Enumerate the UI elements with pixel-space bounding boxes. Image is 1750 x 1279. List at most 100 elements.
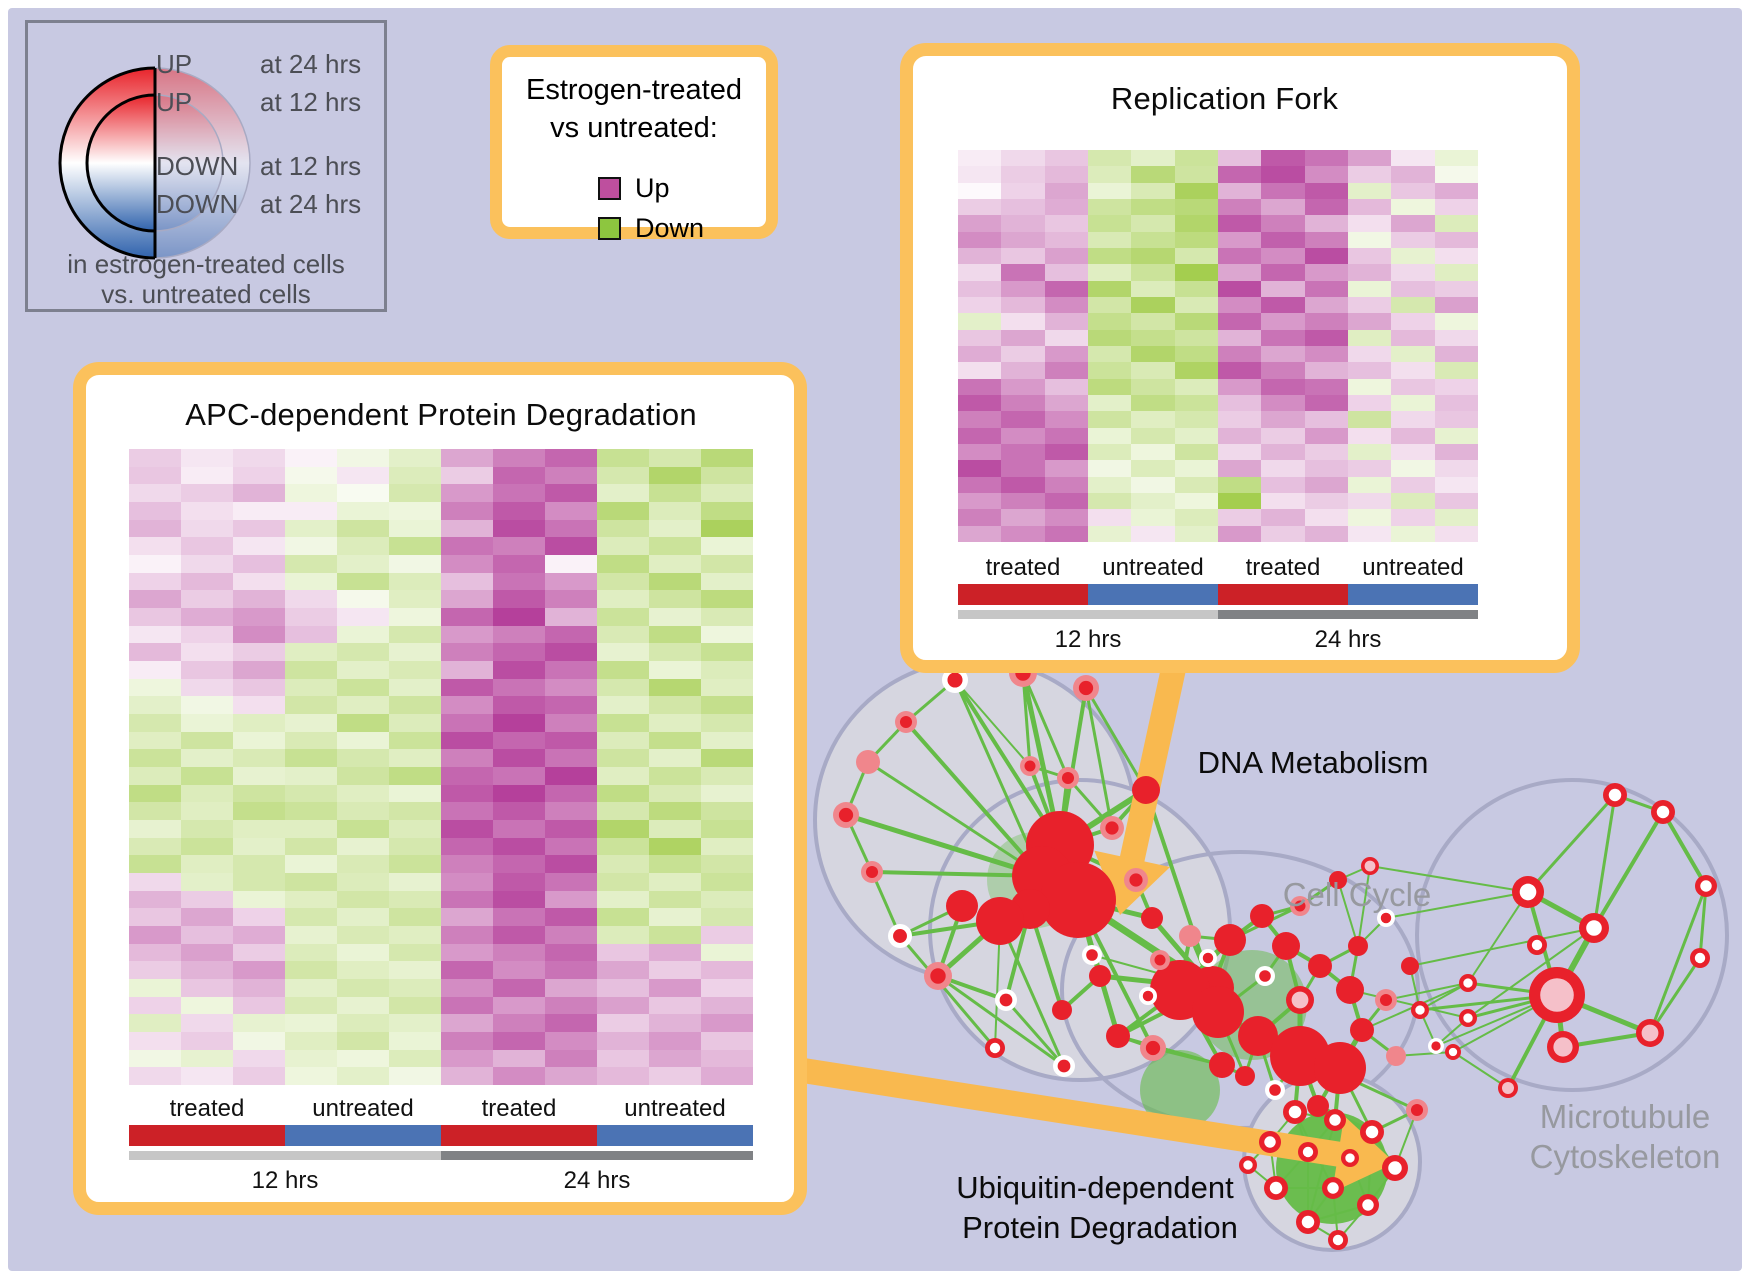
heatmap-cell: [1391, 493, 1435, 510]
heatmap-cell: [597, 943, 649, 962]
heatmap-cell: [1434, 264, 1478, 281]
heatmap-cell: [958, 248, 1002, 265]
heatmap-cell: [1174, 280, 1218, 297]
heatmap-cell: [389, 749, 441, 767]
heatmap-cell: [181, 749, 233, 767]
heatmap-cell: [337, 802, 389, 820]
heatmap-cell: [129, 572, 181, 591]
gene-node-core: [1142, 990, 1154, 1002]
heatmap-cell: [1261, 280, 1305, 297]
heatmap-cell: [1001, 182, 1045, 199]
heatmap-cell: [233, 802, 285, 820]
heatmap-cell: [129, 1049, 181, 1068]
heatmap-cell: [958, 444, 1002, 461]
heatmap-cell: [337, 466, 389, 485]
heatmap-cell: [701, 625, 753, 644]
ring-legend-time: at 24 hrs: [260, 189, 362, 219]
ring-legend-time: at 24 hrs: [260, 49, 362, 79]
heatmap-cell: [285, 749, 337, 767]
heatmap-cell: [1174, 150, 1218, 167]
ring-legend-time: at 12 hrs: [260, 87, 362, 117]
annotation-arrow-head: [1332, 1115, 1395, 1193]
heatmap-cell: [1087, 346, 1132, 363]
gene-node-core: [1329, 1114, 1341, 1126]
heatmap-cell: [701, 554, 753, 573]
gene-node-core: [1540, 978, 1574, 1012]
heatmap-cell: [1131, 231, 1175, 248]
heatmap-cell: [285, 696, 337, 714]
heatmap-cell: [389, 660, 441, 679]
ring-legend-direction: DOWN: [156, 189, 239, 219]
heatmap-cell: [181, 678, 233, 697]
heatmap-cell: [1304, 378, 1348, 395]
heatmap-cell: [1391, 476, 1435, 493]
heatmap-cell: [545, 872, 597, 891]
heatmap-cell: [337, 766, 389, 785]
gene-node-core: [1057, 1059, 1071, 1073]
heatmap-cell: [493, 590, 545, 608]
heatmap-cell: [1347, 427, 1392, 444]
heatmap-cell: [545, 607, 597, 626]
heatmap-cell: [1347, 362, 1392, 379]
heatmap-cell: [701, 607, 753, 626]
heatmap-cell: [1131, 493, 1175, 510]
heatmap-cell: [129, 943, 181, 962]
heatmap-cell: [181, 519, 233, 538]
heatmap-cell: [493, 466, 545, 485]
heatmap-cell: [1391, 509, 1435, 526]
heatmap-cell: [285, 802, 337, 820]
estrogen-legend-title-line2: vs untreated:: [550, 112, 718, 144]
heatmap-cell: [701, 766, 753, 785]
heatmap-cell: [129, 607, 181, 626]
heatmap-cell: [389, 837, 441, 856]
heatmap-cell: [389, 925, 441, 944]
heatmap-cell: [545, 855, 597, 873]
gene-node: [1386, 1046, 1406, 1066]
heatmap-cell: [389, 802, 441, 820]
heatmap-cell: [1087, 264, 1132, 281]
heatmap-cell: [649, 590, 701, 608]
gene-node-core: [1078, 680, 1094, 696]
heatmap-cell: [958, 476, 1002, 493]
replication-fork-time-labels: 12 hrs 24 hrs: [958, 626, 1478, 654]
heatmap-cell: [1347, 493, 1392, 510]
heatmap-cell: [1391, 362, 1435, 379]
heatmap-cell: [441, 501, 493, 520]
heatmap-cell: [493, 1049, 545, 1068]
heatmap-cell: [1217, 509, 1262, 526]
heatmap-cell: [441, 872, 493, 891]
heatmap-cell: [285, 1031, 337, 1050]
heatmap-cell: [493, 519, 545, 538]
heatmap-cell: [337, 484, 389, 502]
heatmap-cell: [493, 625, 545, 644]
heatmap-cell: [1131, 378, 1175, 395]
heatmap-cell: [1131, 525, 1175, 542]
gene-node: [1336, 976, 1364, 1004]
heatmap-cell: [649, 978, 701, 997]
heatmap-cell: [1217, 362, 1262, 379]
gene-node-core: [1364, 860, 1376, 872]
heatmap-cell: [545, 660, 597, 679]
heatmap-cell: [181, 696, 233, 714]
apc-panel: APC-dependent Protein Degradation treate…: [73, 362, 807, 1215]
heatmap-cell: [1261, 166, 1305, 183]
network-edge: [1467, 927, 1595, 1019]
heatmap-cell: [1174, 215, 1218, 232]
heatmap-cell: [958, 313, 1002, 330]
heatmap-cell: [1087, 444, 1132, 461]
heatmap-cell: [1434, 199, 1478, 216]
heatmap-cell: [1261, 525, 1305, 542]
network-edge: [1349, 989, 1469, 1019]
heatmap-cell: [337, 1067, 389, 1085]
heatmap-cell: [285, 837, 337, 856]
gene-node-core: [947, 672, 963, 688]
heatmap-cell: [441, 749, 493, 767]
heatmap-cell: [285, 678, 337, 697]
heatmap-cell: [129, 501, 181, 520]
heatmap-cell: [233, 908, 285, 926]
heatmap-cell: [1044, 264, 1088, 281]
heatmap-cell: [1434, 166, 1478, 183]
heatmap-cell: [389, 890, 441, 909]
cluster-label-ubiquitin-line2: Protein Degradation: [962, 1210, 1238, 1245]
heatmap-cell: [597, 1014, 649, 1032]
